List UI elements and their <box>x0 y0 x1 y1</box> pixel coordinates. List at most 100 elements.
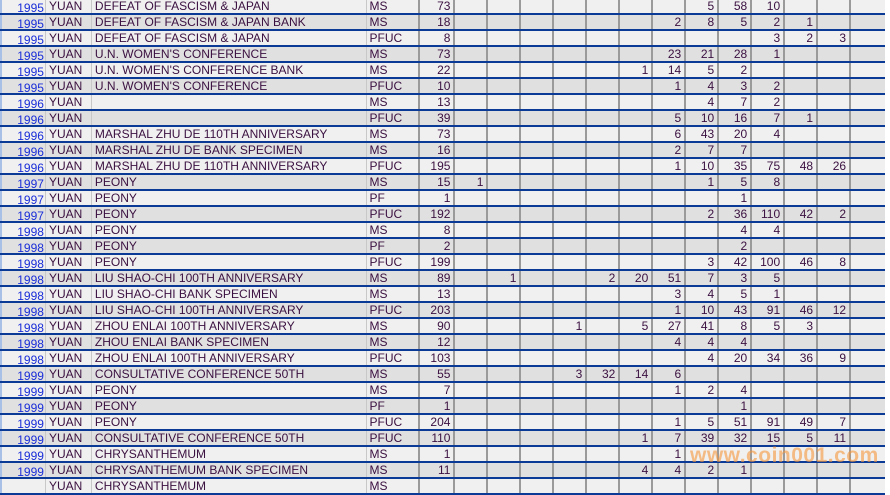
total-cell: 8 <box>420 223 456 237</box>
count-cell <box>818 47 852 61</box>
year-link[interactable]: 1999 <box>17 417 44 429</box>
total-cell <box>420 479 456 493</box>
year-link[interactable]: 1996 <box>17 129 44 141</box>
year-link[interactable]: 1998 <box>17 273 44 285</box>
count-cell: 91 <box>752 415 786 429</box>
count-cell: 42 <box>719 255 753 269</box>
year-link[interactable]: 1998 <box>17 241 44 253</box>
year-link[interactable]: 1995 <box>17 1 44 13</box>
count-cell <box>587 239 621 253</box>
count-cell: 4 <box>686 287 720 301</box>
count-cell <box>554 79 588 93</box>
unit-cell: YUAN <box>46 95 92 109</box>
count-cell: 46 <box>785 255 819 269</box>
grade-cell: PFUC <box>367 351 421 365</box>
name-cell: CHRYSANTHEMUM BANK SPECIMEN <box>92 463 367 477</box>
count-cell <box>851 351 885 365</box>
count-cell <box>818 127 852 141</box>
name-cell: CHRYSANTHEMUM <box>92 447 367 461</box>
year-cell: 1997 <box>0 175 46 189</box>
grade-cell: PF <box>367 191 421 205</box>
count-cell: 4 <box>686 95 720 109</box>
year-link[interactable]: 1996 <box>17 113 44 125</box>
grade-cell: MS <box>367 335 421 349</box>
unit-cell: YUAN <box>46 287 92 301</box>
count-cell <box>851 0 885 13</box>
year-link[interactable]: 1998 <box>17 305 44 317</box>
count-cell <box>719 447 753 461</box>
count-cell <box>521 159 555 173</box>
count-cell <box>488 335 522 349</box>
count-cell <box>587 191 621 205</box>
count-cell <box>719 31 753 45</box>
count-cell: 2 <box>719 63 753 77</box>
count-cell: 1 <box>653 79 687 93</box>
count-cell: 43 <box>719 303 753 317</box>
unit-cell: YUAN <box>46 479 92 493</box>
count-cell: 35 <box>719 159 753 173</box>
year-cell: 1998 <box>0 287 46 301</box>
year-cell: 1998 <box>0 271 46 285</box>
year-cell: 1995 <box>0 0 46 13</box>
count-cell <box>620 79 654 93</box>
year-cell: 1999 <box>0 431 46 445</box>
grade-cell: PFUC <box>367 159 421 173</box>
year-link[interactable]: 1999 <box>17 433 44 445</box>
count-cell <box>521 95 555 109</box>
total-cell: 10 <box>420 79 456 93</box>
count-cell: 10 <box>686 111 720 125</box>
year-link[interactable]: 1997 <box>17 193 44 205</box>
year-link[interactable]: 1995 <box>17 65 44 77</box>
year-link[interactable]: 1999 <box>17 401 44 413</box>
year-link[interactable]: 1997 <box>17 177 44 189</box>
year-link[interactable]: 1998 <box>17 257 44 269</box>
year-link[interactable]: 1998 <box>17 353 44 365</box>
unit-cell: YUAN <box>46 127 92 141</box>
year-cell <box>0 479 46 493</box>
year-link[interactable]: 1999 <box>17 449 44 461</box>
count-cell <box>521 175 555 189</box>
count-cell <box>587 95 621 109</box>
count-cell <box>488 223 522 237</box>
count-cell <box>851 127 885 141</box>
grade-cell: PFUC <box>367 111 421 125</box>
unit-cell: YUAN <box>46 399 92 413</box>
year-link[interactable]: 1999 <box>17 385 44 397</box>
count-cell: 2 <box>752 95 786 109</box>
year-link[interactable]: 1996 <box>17 161 44 173</box>
year-link[interactable]: 1998 <box>17 321 44 333</box>
year-link[interactable]: 1998 <box>17 289 44 301</box>
unit-cell: YUAN <box>46 191 92 205</box>
count-cell <box>752 63 786 77</box>
grade-cell: PF <box>367 239 421 253</box>
count-cell <box>785 191 819 205</box>
count-cell <box>785 479 819 493</box>
count-cell: 2 <box>686 383 720 397</box>
count-cell: 8 <box>752 175 786 189</box>
year-link[interactable]: 1995 <box>17 17 44 29</box>
year-link[interactable]: 1998 <box>17 337 44 349</box>
count-cell <box>620 111 654 125</box>
count-cell: 48 <box>785 159 819 173</box>
year-link[interactable]: 1999 <box>17 369 44 381</box>
year-link[interactable]: 1995 <box>17 81 44 93</box>
year-link[interactable]: 1999 <box>17 465 44 477</box>
year-link[interactable]: 1995 <box>17 33 44 45</box>
count-cell <box>521 383 555 397</box>
count-cell <box>488 47 522 61</box>
year-link[interactable]: 1996 <box>17 145 44 157</box>
year-cell: 1999 <box>0 383 46 397</box>
year-link[interactable]: 1996 <box>17 97 44 109</box>
count-cell: 1 <box>653 159 687 173</box>
count-cell <box>554 223 588 237</box>
unit-cell: YUAN <box>46 239 92 253</box>
count-cell <box>554 63 588 77</box>
table-row: 1996 YUAN MARSHAL ZHU DE BANK SPECIMEN MS 16… <box>0 143 885 159</box>
count-cell <box>653 95 687 109</box>
year-link[interactable]: 1997 <box>17 209 44 221</box>
count-cell <box>488 287 522 301</box>
count-cell <box>587 31 621 45</box>
count-cell <box>521 255 555 269</box>
year-link[interactable]: 1998 <box>17 225 44 237</box>
year-link[interactable]: 1995 <box>17 49 44 61</box>
